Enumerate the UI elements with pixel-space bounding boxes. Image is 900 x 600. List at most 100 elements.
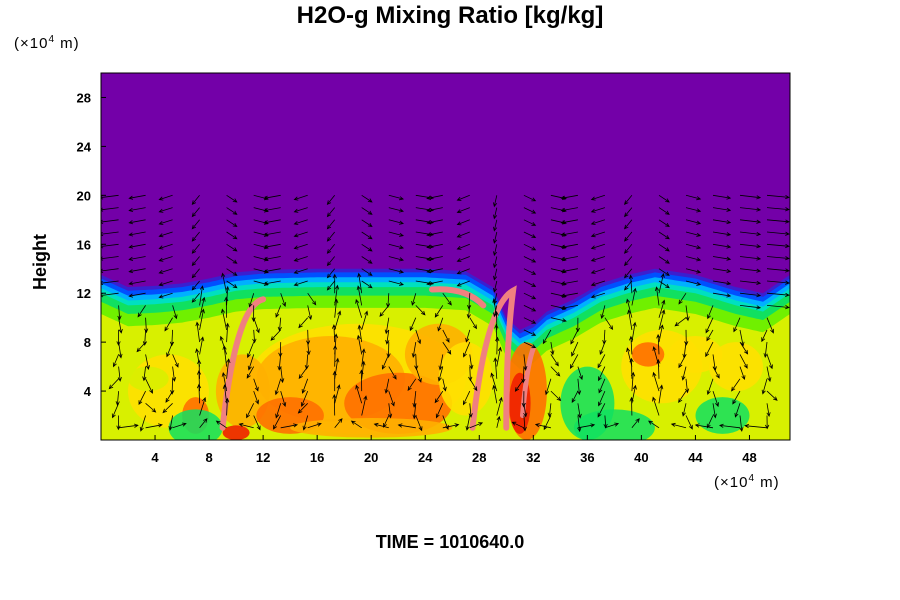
wind-vector-203 xyxy=(388,390,395,407)
wind-vector-451 xyxy=(712,292,732,298)
wind-vector-297 xyxy=(493,219,498,232)
wind-vector-457 xyxy=(712,219,732,225)
wind-vector-406 xyxy=(656,333,661,355)
wind-vector-31 xyxy=(128,292,146,298)
wind-vector-471 xyxy=(739,292,762,298)
wind-vector-98 xyxy=(226,207,238,215)
wind-vector-190 xyxy=(356,285,363,306)
wind-vector-300 xyxy=(511,421,525,429)
wind-vector-209 xyxy=(384,317,390,335)
wind-vector-272 xyxy=(456,280,470,287)
wind-vector-430 xyxy=(685,305,690,322)
wind-vector-202 xyxy=(388,403,393,419)
wind-vector-256 xyxy=(426,231,443,237)
wind-vector-415 xyxy=(658,243,670,252)
wind-vector-152 xyxy=(293,280,308,287)
wind-vector-267 xyxy=(463,341,471,358)
wind-vector-0 xyxy=(118,423,139,429)
x-unit-exponent: 4 xyxy=(748,473,756,484)
wind-vector-51 xyxy=(158,292,173,299)
wind-vector-140 xyxy=(307,422,322,429)
x-tick-label-10: 44 xyxy=(688,450,703,465)
wind-vector-308 xyxy=(523,329,537,336)
wind-vector-375 xyxy=(590,243,606,250)
wind-vector-248 xyxy=(442,329,450,343)
wind-vector-358 xyxy=(560,207,578,212)
wind-vector-356 xyxy=(560,231,578,237)
wind-vector-52 xyxy=(158,280,173,287)
wind-vector-486 xyxy=(766,354,773,370)
wind-vector-395 xyxy=(624,244,633,254)
wind-vector-185 xyxy=(361,348,366,367)
wind-vector-206 xyxy=(381,354,390,370)
wind-vector-214 xyxy=(388,256,404,262)
wind-vector-78 xyxy=(191,207,200,218)
wind-vector-309 xyxy=(523,317,537,324)
wind-vector-197 xyxy=(361,219,373,227)
wind-vector-143 xyxy=(300,390,309,407)
wind-vector-423 xyxy=(678,390,687,403)
wind-vector-293 xyxy=(493,268,498,281)
wind-vector-397 xyxy=(624,219,633,230)
wind-vector-213 xyxy=(388,268,405,274)
wind-vector-222 xyxy=(412,403,417,420)
wind-vector-92 xyxy=(226,280,238,289)
wind-vector-110 xyxy=(251,305,256,323)
wind-vector-495 xyxy=(766,243,790,249)
wind-vector-240 xyxy=(442,423,460,429)
wind-vector-260 xyxy=(469,422,484,429)
wind-vector-353 xyxy=(560,268,578,274)
wind-vector-105 xyxy=(246,366,255,379)
wind-vector-56 xyxy=(158,231,173,238)
wind-vector-102 xyxy=(246,403,255,419)
x-tick-label-5: 24 xyxy=(418,450,433,465)
wind-vector-93 xyxy=(226,268,238,276)
wind-vector-476 xyxy=(739,231,762,237)
wind-vector-58 xyxy=(158,207,173,213)
wind-vector-319 xyxy=(523,194,537,202)
plot-frame xyxy=(100,72,791,441)
wind-vector-210 xyxy=(379,305,390,317)
wind-vector-90 xyxy=(225,285,230,306)
wind-vector-138 xyxy=(263,207,281,212)
wind-vector-492 xyxy=(766,280,790,285)
wind-vector-354 xyxy=(560,256,578,261)
wind-vector-261 xyxy=(465,415,471,431)
wind-vector-258 xyxy=(426,207,443,213)
wind-vector-103 xyxy=(253,390,259,405)
wind-vector-310 xyxy=(523,305,537,312)
wind-vector-154 xyxy=(293,256,308,262)
wind-vector-468 xyxy=(739,329,745,347)
wind-vector-279 xyxy=(456,194,470,201)
wind-vector-146 xyxy=(304,354,309,370)
warm-core-17 xyxy=(290,418,453,438)
wind-vector-350 xyxy=(560,305,578,310)
x-tick-label-11: 48 xyxy=(742,450,756,465)
wind-vector-407 xyxy=(658,324,664,343)
wind-vector-401 xyxy=(652,396,660,416)
wind-vector-277 xyxy=(456,219,470,226)
wind-vector-79 xyxy=(191,195,200,206)
x-tick-label-2: 12 xyxy=(256,450,270,465)
wind-vector-393 xyxy=(624,268,633,279)
wind-vector-483 xyxy=(766,390,778,401)
wind-vector-150 xyxy=(307,305,313,321)
wind-vector-446 xyxy=(712,354,717,372)
wind-vector-200 xyxy=(373,422,389,429)
wind-vector-312 xyxy=(523,280,537,287)
wind-vector-388 xyxy=(627,309,633,330)
wind-vector-109 xyxy=(253,317,260,334)
wind-vector-8 xyxy=(116,329,121,346)
wind-vector-262 xyxy=(468,403,473,418)
wind-vector-223 xyxy=(412,391,417,408)
wind-vector-219 xyxy=(388,194,405,201)
y-tick-label-2: 12 xyxy=(77,286,91,301)
wind-vector-3 xyxy=(115,391,120,406)
wind-vector-189 xyxy=(355,298,363,318)
wind-vector-40 xyxy=(172,422,187,429)
wind-vector-171 xyxy=(332,273,337,294)
wind-vector-194 xyxy=(361,256,373,264)
wind-vector-444 xyxy=(706,378,714,396)
wind-vector-35 xyxy=(128,243,146,249)
wind-vector-499 xyxy=(766,194,790,200)
